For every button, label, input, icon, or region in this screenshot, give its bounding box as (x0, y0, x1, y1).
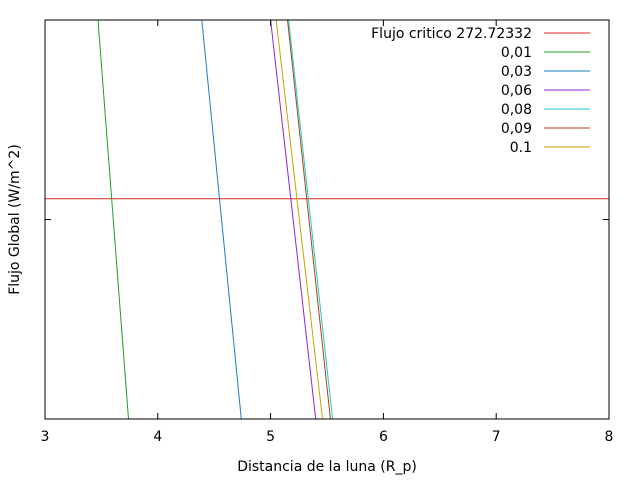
legend-label-1: 0,01 (501, 45, 532, 61)
series-line-4 (288, 20, 334, 419)
legend-label-2: 0,03 (501, 64, 532, 80)
x-tick-label: 3 (41, 429, 50, 445)
x-tick-label: 6 (379, 429, 388, 445)
legend-label-6: 0.1 (510, 140, 532, 156)
series-line-5 (287, 20, 331, 419)
series-lines-layer (45, 20, 609, 419)
series-line-1 (97, 20, 129, 419)
legend-label-0: Flujo critico 272.72332 (371, 26, 532, 42)
x-tick-label: 4 (153, 429, 162, 445)
series-line-6 (275, 20, 323, 419)
x-tick-label: 7 (492, 429, 501, 445)
series-line-2 (201, 20, 242, 419)
legend-label-5: 0,09 (501, 121, 532, 137)
legend-label-4: 0,08 (501, 102, 532, 118)
legend-label-3: 0,06 (501, 83, 532, 99)
y-axis-label: Flujo Global (W/m^2) (7, 144, 23, 295)
legend: Flujo critico 272.72332 0,01 0,03 0,06 0,08 0… (371, 26, 590, 156)
series-line-3 (270, 20, 317, 419)
x-tick-label: 8 (605, 429, 614, 445)
x-tick-label: 5 (266, 429, 275, 445)
axis-ticks-layer: 3 4 5 6 7 8 (41, 20, 614, 445)
x-axis-label: Distancia de la luna (R_p) (237, 459, 417, 475)
